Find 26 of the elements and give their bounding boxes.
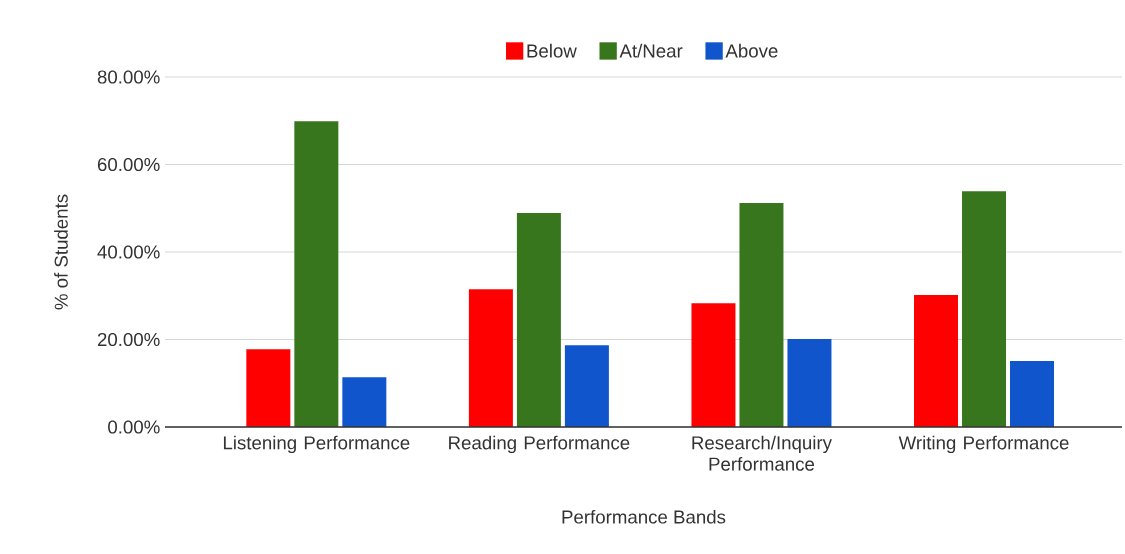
bar [564,345,609,427]
x-tick-label: Research/Inquiry Performance [692,435,832,471]
y-tick-label: 20.00% [97,332,160,347]
x-tick-label: Writing Performance [898,435,1069,454]
bar [914,294,959,427]
y-tick-label: 40.00% [97,245,160,259]
bar [1010,360,1055,427]
bar [691,303,736,427]
legend-label: Above [725,43,778,58]
bar [516,213,561,427]
bar [739,203,784,427]
bar [787,339,832,427]
bar [246,349,291,427]
bar [342,377,387,427]
y-tick-label: 0.00% [108,420,160,434]
x-axis-title: Performance Bands [562,509,726,524]
y-axis-title: % of Students [54,194,68,310]
x-tick-label: Reading Performance [449,435,630,454]
legend-label: Below [527,43,577,58]
bar [468,289,513,427]
legend-label: At/Near [619,43,683,58]
y-tick-label: 80.00% [97,70,160,84]
x-tick-label: Listening Performance [223,435,410,454]
y-tick-label: 60.00% [97,157,160,172]
bar [294,121,339,427]
bar [962,191,1007,427]
